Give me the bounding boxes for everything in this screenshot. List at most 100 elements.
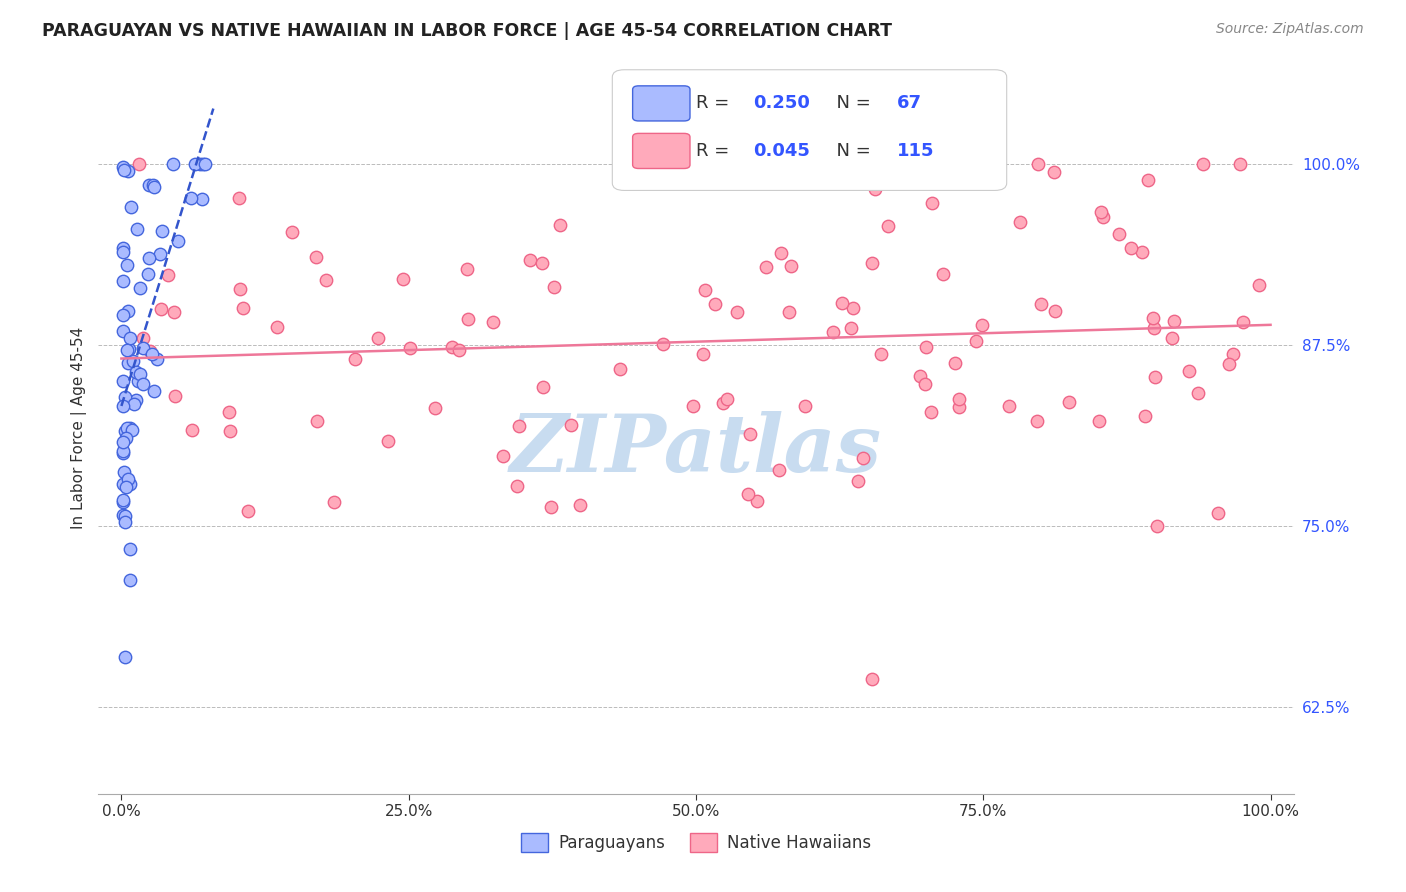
Point [456,262,478,277]
Text: 0.045: 0.045 [754,142,810,160]
FancyBboxPatch shape [613,70,1007,191]
Point [609,362,631,376]
Point [114,480,136,494]
Point [1218,357,1240,371]
Point [1191,157,1213,171]
Point [111,492,134,507]
Point [112,477,135,491]
Point [156,268,179,282]
Point [124,393,146,408]
Point [111,495,134,509]
Point [377,434,399,448]
Point [863,182,886,196]
Point [114,508,136,523]
Text: Source: ZipAtlas.com: Source: ZipAtlas.com [1216,22,1364,37]
Point [281,225,304,239]
Point [184,157,207,171]
Point [839,320,862,334]
Text: 67: 67 [897,95,922,112]
Point [122,396,145,410]
Point [770,246,793,260]
Point [148,247,170,261]
Point [150,224,173,238]
Point [136,267,159,281]
Point [1026,157,1049,171]
Point [118,476,141,491]
Point [860,673,883,687]
Point [1144,369,1167,384]
Point [755,260,778,274]
Point [725,305,748,319]
Text: PARAGUAYAN VS NATIVE HAWAIIAN IN LABOR FORCE | AGE 45-54 CORRELATION CHART: PARAGUAYAN VS NATIVE HAWAIIAN IN LABOR F… [42,22,893,40]
Point [1232,315,1254,329]
FancyBboxPatch shape [633,86,690,121]
Point [1029,297,1052,311]
Point [1026,414,1049,428]
Point [115,343,138,357]
Point [508,418,530,433]
Point [716,392,738,407]
Point [127,374,149,388]
Point [794,399,817,413]
Point [457,312,479,326]
Point [132,341,155,355]
Point [1178,364,1201,378]
Point [146,351,169,366]
Point [779,259,801,273]
Point [711,396,734,410]
Point [846,474,869,488]
Point [112,466,135,480]
Point [114,431,136,445]
Point [111,508,134,522]
Point [165,389,187,403]
Point [703,297,725,311]
Point [111,309,134,323]
Point [142,384,165,399]
Point [548,218,571,232]
Point [128,157,150,171]
Point [1142,311,1164,326]
Point [948,392,970,406]
Point [1163,314,1185,328]
Point [1136,173,1159,187]
Point [914,340,936,354]
Point [138,252,160,266]
Point [932,267,955,281]
Point [1142,321,1164,335]
Point [114,650,136,665]
Point [138,178,160,192]
Point [112,443,135,458]
Point [778,305,800,319]
Point [343,351,366,366]
Point [232,301,254,316]
Point [692,347,714,361]
Y-axis label: In Labor Force | Age 45-54: In Labor Force | Age 45-54 [72,327,87,529]
FancyBboxPatch shape [633,134,690,169]
Point [1187,385,1209,400]
Text: R =: R = [696,142,735,160]
Point [121,423,143,437]
Point [740,426,762,441]
Point [229,282,252,296]
Point [530,255,553,269]
Point [112,435,135,450]
Point [218,405,240,419]
Point [141,347,163,361]
Point [111,244,134,259]
Point [142,179,165,194]
Point [128,367,150,381]
Point [114,424,136,438]
Point [768,463,790,477]
Point [111,374,134,388]
Point [1206,506,1229,520]
Point [998,399,1021,413]
Point [821,326,844,340]
Point [323,495,346,509]
Point [180,423,202,437]
Point [180,191,202,205]
Point [111,325,134,339]
Point [447,343,470,358]
Point [118,421,141,435]
Point [860,255,883,269]
Point [125,222,148,236]
